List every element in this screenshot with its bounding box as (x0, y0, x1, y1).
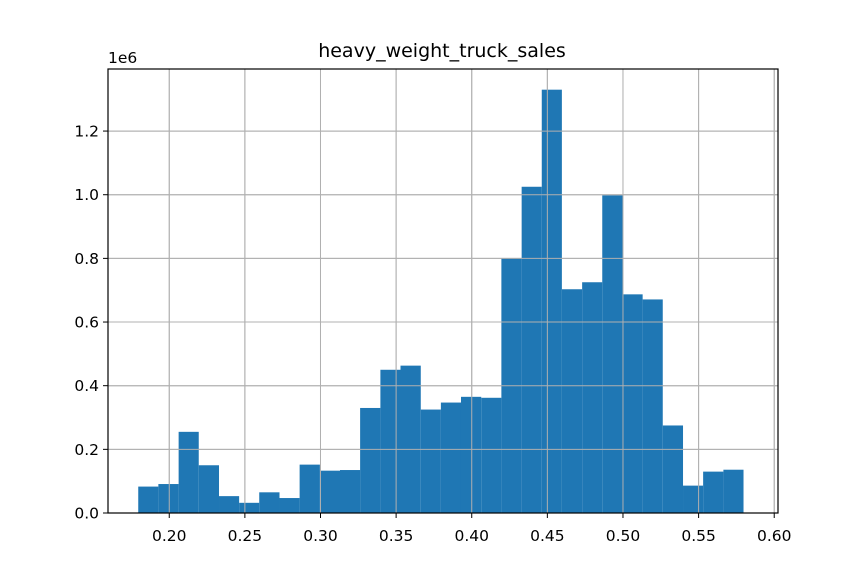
y-tick-label: 0.6 (74, 314, 99, 332)
histogram-bar (178, 431, 199, 513)
histogram-bar (198, 465, 220, 513)
y-tick-label: 1.2 (74, 123, 99, 141)
histogram-bar (219, 496, 240, 513)
x-tick-label: 0.40 (454, 527, 489, 545)
histogram-bar (723, 469, 744, 513)
histogram-bar (602, 195, 623, 513)
x-tick-label: 0.45 (530, 527, 565, 545)
x-tick-label: 0.60 (757, 527, 792, 545)
histogram-bar (400, 365, 421, 513)
histogram-bar (440, 402, 461, 513)
histogram-bar (662, 425, 684, 513)
x-tick-label: 0.50 (606, 527, 641, 545)
x-tick-label: 0.25 (228, 527, 263, 545)
histogram-bar (158, 484, 179, 513)
histogram-bar (380, 369, 401, 513)
histogram-bar (420, 409, 441, 513)
y-tick-label: 0.0 (74, 505, 99, 523)
x-tick-label: 0.30 (303, 527, 338, 545)
histogram-bar (642, 299, 663, 513)
x-tick-label: 0.35 (379, 527, 414, 545)
histogram-bar (541, 89, 562, 513)
histogram-bar (319, 470, 341, 513)
x-tick-label: 0.20 (152, 527, 187, 545)
histogram-bar (481, 397, 502, 513)
histogram-bar (561, 289, 583, 513)
y-axis-ticks: 0.0 0.2 0.4 0.6 0.8 1.0 1.2 (74, 123, 108, 523)
histogram-bar (703, 471, 724, 513)
histogram-bar (521, 186, 542, 514)
histogram-bar (683, 485, 704, 513)
chart-title: heavy_weight_truck_sales (318, 40, 566, 62)
histogram-bar (299, 464, 320, 513)
histogram-bar (259, 492, 280, 513)
histogram-bar (138, 486, 159, 513)
y-tick-label: 0.8 (74, 250, 99, 268)
histogram-bar (460, 396, 482, 513)
plot-frame (107, 68, 779, 514)
y-tick-label: 0.4 (74, 377, 99, 395)
histogram-bars (138, 89, 744, 514)
histogram-bar (360, 407, 381, 513)
histogram-bar (340, 470, 361, 513)
histogram-bar (622, 294, 643, 513)
y-tick-label: 1.0 (74, 186, 99, 204)
y-axis-offset-label: 1e6 (108, 49, 137, 67)
x-axis-ticks: 0.20 0.25 0.30 0.35 0.40 0.45 0.50 0.55 0.60 (152, 513, 791, 545)
histogram-bar (279, 498, 300, 513)
histogram-bar (582, 282, 603, 513)
histogram-bar (239, 502, 260, 513)
y-tick-label: 0.2 (74, 441, 99, 459)
x-tick-label: 0.55 (681, 527, 716, 545)
